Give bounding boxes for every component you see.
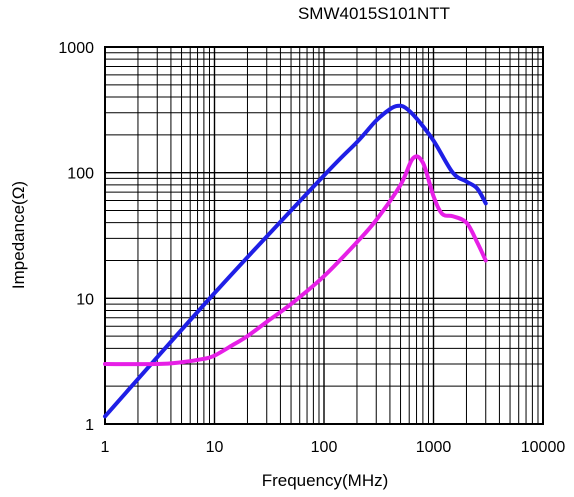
x-tick-label: 10 (206, 439, 224, 456)
y-tick-label: 1000 (58, 40, 94, 57)
x-tick-label: 10000 (521, 439, 566, 456)
series-line-2 (103, 154, 488, 367)
series-layer (103, 103, 488, 419)
y-axis-label: Impedance(Ω) (9, 181, 28, 289)
x-tick-label: 100 (311, 439, 338, 456)
plot-frame (104, 46, 544, 425)
x-axis-label: Frequency(MHz) (262, 471, 389, 490)
y-tick-labels: 1 10 100 1000 (58, 40, 94, 434)
y-tick-label: 10 (76, 291, 94, 308)
x-tick-labels: 1 10 100 1000 10000 (101, 439, 566, 456)
series-line-1 (103, 103, 488, 419)
x-tick-label: 1000 (416, 439, 452, 456)
x-tick-label: 1 (101, 439, 110, 456)
y-tick-label: 100 (67, 166, 94, 183)
y-tick-label: 1 (85, 417, 94, 434)
grid-lines (104, 47, 543, 425)
chart-title: SMW4015S101NTT (298, 4, 450, 23)
